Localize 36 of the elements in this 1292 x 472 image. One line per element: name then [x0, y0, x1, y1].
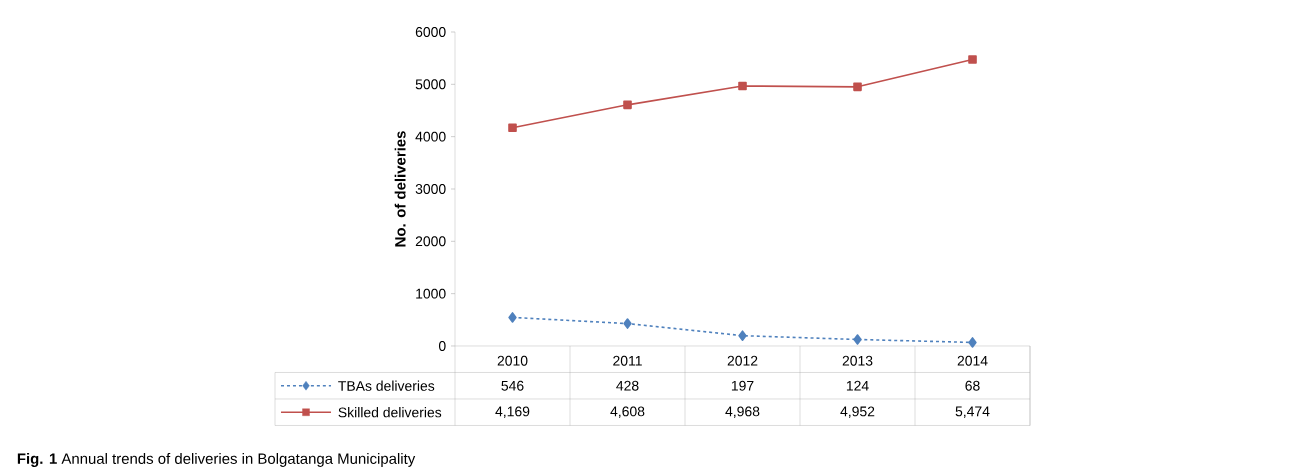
data-label: 5,474	[955, 406, 990, 418]
x-tick-label: 2010	[497, 355, 528, 366]
x-tick-label: 2013	[842, 355, 873, 366]
text: Fig. 1 Annual trends of deliveries in Bolgatanga Municipality	[17, 452, 416, 467]
point	[623, 100, 632, 110]
y-tick-label: 0	[438, 341, 446, 351]
data-label: 4,968	[725, 406, 760, 418]
point	[738, 330, 747, 341]
point	[508, 123, 517, 133]
data-label: 4,952	[840, 406, 875, 418]
x-tick-label: 2014	[957, 355, 988, 366]
point	[623, 318, 632, 329]
data-label: 124	[846, 380, 869, 391]
point	[968, 55, 977, 64]
data-label: 428	[616, 380, 639, 391]
y-tick-label: 1000	[416, 288, 446, 299]
y-axis-title: No. of deliveries	[394, 131, 406, 247]
y-tick-label: 6000	[415, 27, 446, 37]
y-tick-label: 3000	[415, 184, 446, 194]
point	[853, 334, 862, 345]
data-label: 68	[965, 380, 980, 391]
point	[738, 81, 747, 91]
data-label: 4,608	[610, 406, 645, 418]
x-tick-label: 2011	[613, 355, 642, 366]
legend-label: Skilled deliveries	[338, 407, 442, 418]
y-tick-label: 5000	[415, 79, 446, 90]
point	[853, 82, 862, 92]
data-label: 546	[501, 380, 524, 391]
data-label: 197	[731, 380, 754, 391]
point	[968, 337, 977, 348]
point	[508, 312, 517, 323]
x-tick-label: 2012	[727, 355, 758, 366]
y-tick-label: 4000	[415, 131, 446, 142]
data-label: 4,169	[495, 406, 530, 418]
y-tick-label: 2000	[415, 236, 446, 247]
legend-label: TBAs deliveries	[338, 380, 435, 391]
